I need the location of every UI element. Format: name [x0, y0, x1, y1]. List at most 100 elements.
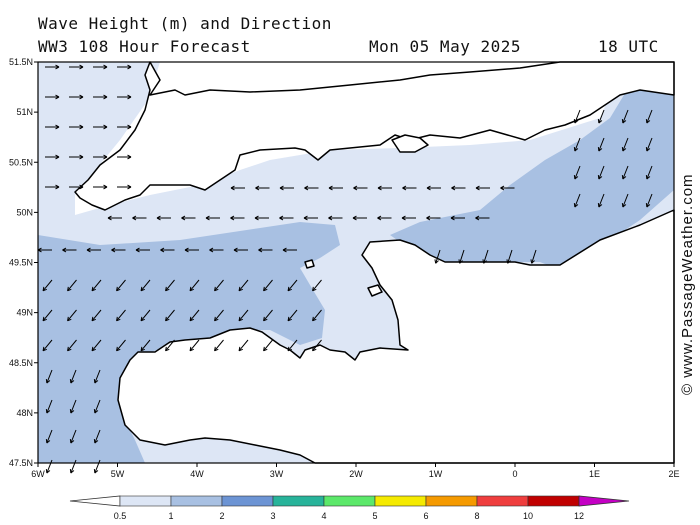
model-subtitle: WW3 108 Hour Forecast [38, 37, 251, 56]
y-tick-label: 50N [16, 207, 33, 217]
wave-direction-arrow [312, 309, 322, 322]
wave-direction-arrow [93, 429, 101, 444]
wave-direction-arrow [205, 215, 220, 221]
y-tick-label: 49.5N [9, 258, 33, 268]
wave-direction-arrow [69, 399, 77, 414]
wave-direction-arrow [621, 109, 629, 124]
y-tick-label: 50.5N [9, 157, 33, 167]
wave-direction-arrow [230, 185, 245, 191]
wave-direction-arrow [69, 154, 84, 160]
wave-direction-arrow [93, 459, 101, 474]
wave-direction-arrow [482, 249, 489, 264]
x-tick-label: 0 [512, 469, 517, 479]
wave-direction-arrow [645, 193, 653, 208]
wave-direction-arrow [279, 215, 294, 221]
wave-direction-arrow [91, 279, 102, 292]
x-tick-label: 4W [190, 469, 204, 479]
wave-direction-arrow [645, 109, 653, 124]
wave-direction-arrow [621, 165, 629, 180]
y-tick-label: 48.5N [9, 358, 33, 368]
legend-label: 3 [270, 511, 275, 521]
wave-direction-arrow [69, 124, 84, 130]
wave-direction-arrow [303, 215, 318, 221]
wave-direction-arrow [140, 279, 151, 292]
wave-direction-arrow [401, 215, 416, 221]
wave-direction-arrow [117, 94, 132, 100]
wave-direction-arrow [181, 215, 196, 221]
x-tick-label: 2E [668, 469, 679, 479]
wave-direction-arrow [645, 165, 653, 180]
legend-swatch [119, 495, 172, 507]
wave-direction-arrow [93, 64, 108, 70]
wave-direction-arrow [91, 339, 102, 352]
wave-direction-arrow [263, 339, 273, 352]
wave-direction-arrow [69, 369, 77, 384]
wave-direction-arrow [45, 124, 60, 130]
wave-direction-arrow [165, 339, 175, 352]
wave-direction-arrow [597, 137, 605, 152]
wave-direction-arrow [402, 185, 417, 191]
wave-direction-arrow [45, 429, 53, 444]
wave-direction-arrow [156, 215, 171, 221]
wave-direction-arrow [214, 309, 224, 322]
legend-high-arrow [578, 495, 630, 507]
wave-direction-arrow [67, 309, 77, 322]
wave-direction-arrow [434, 249, 441, 264]
wave-direction-arrow [69, 429, 77, 444]
wave-direction-arrow [258, 247, 273, 253]
wave-direction-arrow [214, 279, 224, 292]
wave-direction-arrow [353, 185, 368, 191]
wave-direction-arrow [451, 185, 466, 191]
wave-direction-arrow [184, 247, 199, 253]
wave-direction-arrow [69, 184, 84, 190]
wave-direction-arrow [160, 247, 175, 253]
y-tick-label: 49N [16, 308, 33, 318]
wave-direction-arrow [500, 185, 515, 191]
wave-direction-arrow [91, 309, 102, 322]
wave-direction-arrow [93, 124, 108, 130]
isle-of-wight [391, 134, 429, 153]
x-tick-label: 5W [111, 469, 125, 479]
legend-swatch [170, 495, 223, 507]
wave-direction-arrow [475, 185, 490, 191]
wave-direction-arrow [165, 309, 175, 322]
wave-direction-arrow [45, 184, 60, 190]
wave-direction-arrow [67, 279, 77, 292]
wave-direction-arrow [377, 185, 392, 191]
wave-direction-arrow [312, 339, 322, 352]
wave-direction-arrow [111, 247, 126, 253]
wave-direction-arrow [377, 215, 392, 221]
legend-swatch [272, 495, 325, 507]
wave-direction-arrow [45, 94, 60, 100]
france-coast [117, 209, 675, 464]
wave-direction-arrow [573, 109, 581, 124]
wave-direction-arrow [93, 154, 108, 160]
wave-direction-arrow [93, 369, 101, 384]
wave-direction-arrow [69, 64, 84, 70]
wave-direction-arrow [132, 215, 147, 221]
wave-direction-arrow [135, 247, 150, 253]
legend-swatch [527, 495, 580, 507]
x-tick-label: 1E [589, 469, 600, 479]
wave-direction-arrow [45, 369, 53, 384]
wave-direction-arrow [45, 459, 53, 474]
wave-direction-arrow [62, 247, 77, 253]
wave-direction-arrow [117, 154, 132, 160]
wave-direction-arrow [165, 279, 175, 292]
wave-direction-arrow [116, 309, 126, 322]
wave-direction-arrow [621, 137, 629, 152]
wave-direction-arrow [426, 185, 441, 191]
y-tick-label: 51N [16, 107, 33, 117]
wave-direction-arrow [287, 279, 298, 292]
wave-direction-arrow [67, 339, 77, 352]
y-tick-label: 51.5N [9, 57, 33, 67]
wave-direction-arrow [328, 185, 343, 191]
wave-direction-arrow [287, 339, 298, 352]
wave-direction-arrow [597, 109, 605, 124]
latitude-axis: 51.5N 51N 50.5N 50N 49.5N 49N 48.5N 48N 47.5N [9, 57, 38, 468]
x-tick-label: 6W [31, 469, 45, 479]
map-title: Wave Height (m) and Direction [38, 14, 332, 33]
wave-direction-arrow [116, 279, 126, 292]
legend-swatch [323, 495, 376, 507]
